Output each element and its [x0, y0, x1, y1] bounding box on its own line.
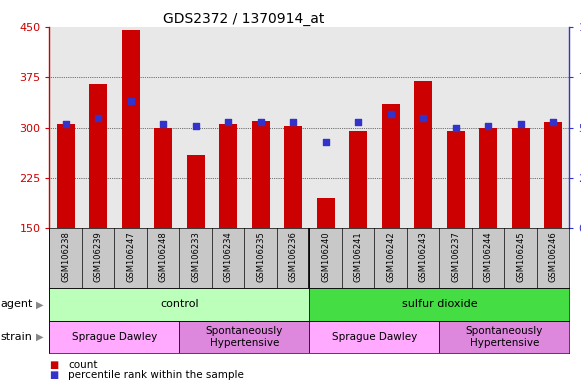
Text: Sprague Dawley: Sprague Dawley: [72, 332, 157, 342]
Bar: [49, 288, 309, 321]
Bar: [180, 321, 310, 353]
Bar: [309, 288, 569, 321]
Bar: [382, 104, 400, 228]
Text: ■: ■: [49, 370, 59, 380]
Text: GSM106244: GSM106244: [483, 232, 493, 282]
Bar: [284, 126, 302, 228]
Point: [353, 119, 363, 125]
Text: GSM106239: GSM106239: [94, 232, 103, 282]
Point: [451, 124, 460, 131]
Text: GSM106241: GSM106241: [354, 232, 363, 282]
Text: GSM106233: GSM106233: [191, 232, 200, 282]
Text: GDS2372 / 1370914_at: GDS2372 / 1370914_at: [163, 12, 325, 25]
Bar: [544, 122, 562, 228]
Text: count: count: [68, 360, 98, 370]
Point: [516, 121, 525, 127]
Text: Spontaneously
Hypertensive: Spontaneously Hypertensive: [206, 326, 283, 348]
Text: GSM106247: GSM106247: [126, 232, 135, 282]
Text: GSM106234: GSM106234: [224, 232, 232, 282]
Text: GSM106237: GSM106237: [451, 232, 460, 282]
Point: [159, 121, 168, 127]
Bar: [447, 131, 465, 228]
Point: [61, 121, 70, 127]
Bar: [57, 124, 74, 228]
Point: [224, 119, 233, 125]
Text: ▶: ▶: [36, 332, 44, 342]
Text: control: control: [160, 299, 199, 310]
Point: [94, 114, 103, 121]
Bar: [154, 127, 172, 228]
Bar: [414, 81, 432, 228]
Point: [191, 122, 200, 129]
Text: GSM106246: GSM106246: [548, 232, 558, 282]
Text: strain: strain: [1, 332, 33, 342]
Point: [418, 114, 428, 121]
Bar: [317, 198, 335, 228]
Text: percentile rank within the sample: percentile rank within the sample: [68, 370, 244, 380]
Bar: [219, 124, 237, 228]
Text: GSM106243: GSM106243: [419, 232, 428, 282]
Text: GSM106240: GSM106240: [321, 232, 330, 282]
Bar: [89, 84, 107, 228]
Text: ■: ■: [49, 360, 59, 370]
Bar: [49, 321, 180, 353]
Bar: [252, 121, 270, 228]
Bar: [121, 30, 139, 228]
Text: GSM106238: GSM106238: [61, 232, 70, 282]
Point: [386, 111, 395, 117]
Text: GSM106235: GSM106235: [256, 232, 265, 282]
Text: ▶: ▶: [36, 299, 44, 310]
Point: [548, 119, 558, 125]
Text: GSM106242: GSM106242: [386, 232, 395, 282]
Text: GSM106248: GSM106248: [159, 232, 168, 282]
Point: [126, 98, 135, 104]
Point: [321, 139, 330, 145]
Point: [289, 119, 298, 125]
Bar: [439, 321, 569, 353]
Text: sulfur dioxide: sulfur dioxide: [401, 299, 477, 310]
Bar: [479, 127, 497, 228]
Text: Sprague Dawley: Sprague Dawley: [332, 332, 417, 342]
Text: GSM106245: GSM106245: [516, 232, 525, 282]
Bar: [349, 131, 367, 228]
Point: [483, 122, 493, 129]
Text: Spontaneously
Hypertensive: Spontaneously Hypertensive: [466, 326, 543, 348]
Bar: [187, 154, 205, 228]
Text: GSM106236: GSM106236: [289, 232, 297, 282]
Bar: [512, 127, 529, 228]
Point: [256, 119, 266, 125]
Text: agent: agent: [1, 299, 33, 310]
Bar: [309, 321, 439, 353]
